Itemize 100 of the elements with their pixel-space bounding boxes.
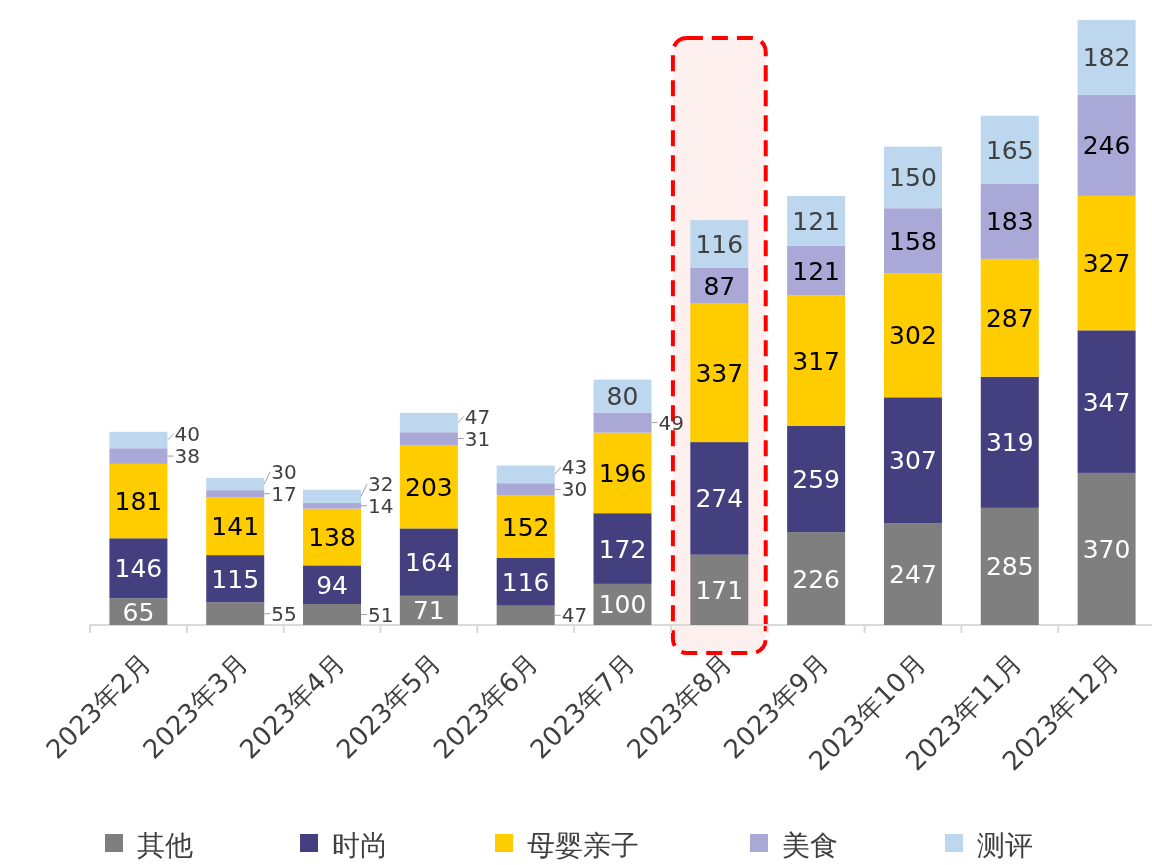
data-label: 51 (368, 602, 394, 627)
bar (883, 397, 942, 524)
data-label: 38 (174, 444, 200, 469)
data-label: 203 (405, 472, 453, 502)
legend-label: 美食 (782, 829, 838, 862)
bar (980, 507, 1039, 625)
data-label: 138 (308, 523, 356, 553)
bar (787, 425, 846, 533)
bar (980, 115, 1039, 184)
bar (206, 497, 265, 556)
data-label: 164 (405, 548, 453, 578)
bar (690, 303, 749, 443)
data-label: 31 (464, 426, 491, 451)
data-label: 146 (114, 554, 163, 584)
bar (1077, 330, 1136, 473)
data-label: 47 (561, 603, 588, 628)
data-label: 94 (316, 570, 348, 600)
data-label: 302 (889, 321, 937, 351)
legend-label: 测评 (977, 829, 1033, 862)
bar (980, 376, 1039, 508)
data-label: 30 (561, 477, 588, 502)
data-label: 158 (889, 226, 937, 256)
bar (980, 258, 1039, 377)
bar (593, 412, 652, 433)
bar (303, 604, 362, 625)
data-label: 181 (114, 487, 163, 517)
bar (883, 273, 942, 398)
legend-label: 时尚 (332, 829, 388, 862)
bar (399, 432, 458, 445)
data-label: 121 (792, 206, 840, 236)
data-label: 116 (501, 567, 550, 597)
data-label: 65 (122, 597, 155, 627)
bar (206, 490, 265, 498)
data-label: 337 (695, 358, 744, 388)
data-label: 100 (598, 590, 647, 620)
bar (787, 532, 846, 625)
bar (593, 513, 652, 584)
data-label: 226 (792, 564, 840, 594)
data-label: 32 (368, 471, 394, 496)
data-label: 14 (368, 493, 394, 518)
data-label: 307 (889, 446, 937, 476)
data-label: 259 (792, 464, 840, 494)
data-label: 172 (598, 534, 647, 564)
data-label: 141 (211, 512, 260, 542)
bar (883, 208, 942, 274)
bar (496, 465, 555, 484)
bar (1077, 195, 1136, 331)
data-label: 246 (1082, 131, 1131, 161)
bar (206, 602, 265, 625)
data-label: 17 (271, 481, 297, 506)
data-label: 47 (464, 404, 491, 429)
data-label: 171 (695, 575, 744, 605)
data-label: 183 (985, 207, 1034, 237)
data-label: 87 (703, 271, 736, 301)
data-label: 30 (271, 459, 297, 484)
bar (1077, 472, 1136, 625)
data-label: 165 (985, 135, 1034, 165)
data-label: 40 (174, 422, 200, 447)
bar (109, 448, 168, 464)
data-label: 150 (889, 163, 937, 193)
bar (787, 295, 846, 426)
bar (496, 605, 555, 625)
bar (206, 477, 265, 491)
data-label: 319 (985, 428, 1034, 458)
data-label: 49 (658, 410, 684, 435)
bar (109, 463, 168, 539)
bar (399, 444, 458, 529)
data-label: 71 (412, 596, 445, 626)
data-label: 55 (271, 601, 297, 626)
bar (787, 195, 846, 246)
legend-label: 母婴亲子 (527, 829, 639, 862)
data-label: 196 (598, 458, 647, 488)
data-label: 317 (792, 346, 840, 376)
data-label: 116 (695, 230, 744, 259)
data-label: 152 (501, 512, 550, 542)
data-label: 287 (985, 303, 1034, 333)
data-label: 43 (561, 455, 588, 480)
bar (690, 442, 749, 555)
bar (690, 554, 749, 625)
data-label: 347 (1082, 387, 1131, 417)
data-label: 247 (889, 560, 937, 590)
bar (303, 489, 362, 503)
data-label: 115 (211, 564, 260, 594)
bar (1077, 20, 1136, 95)
bar (399, 528, 458, 596)
bar (399, 412, 458, 433)
data-label: 80 (606, 382, 639, 412)
bar (303, 502, 362, 509)
data-label: 327 (1082, 249, 1131, 279)
data-label: 285 (985, 552, 1034, 582)
bar (593, 432, 652, 514)
data-label: 121 (792, 256, 840, 286)
bar (496, 483, 555, 496)
bar (980, 183, 1039, 259)
legend-label: 其他 (137, 829, 193, 862)
data-label: 182 (1082, 43, 1131, 73)
bar (1077, 94, 1136, 196)
data-label: 370 (1082, 534, 1131, 564)
bar (496, 495, 555, 559)
bar (883, 523, 942, 625)
